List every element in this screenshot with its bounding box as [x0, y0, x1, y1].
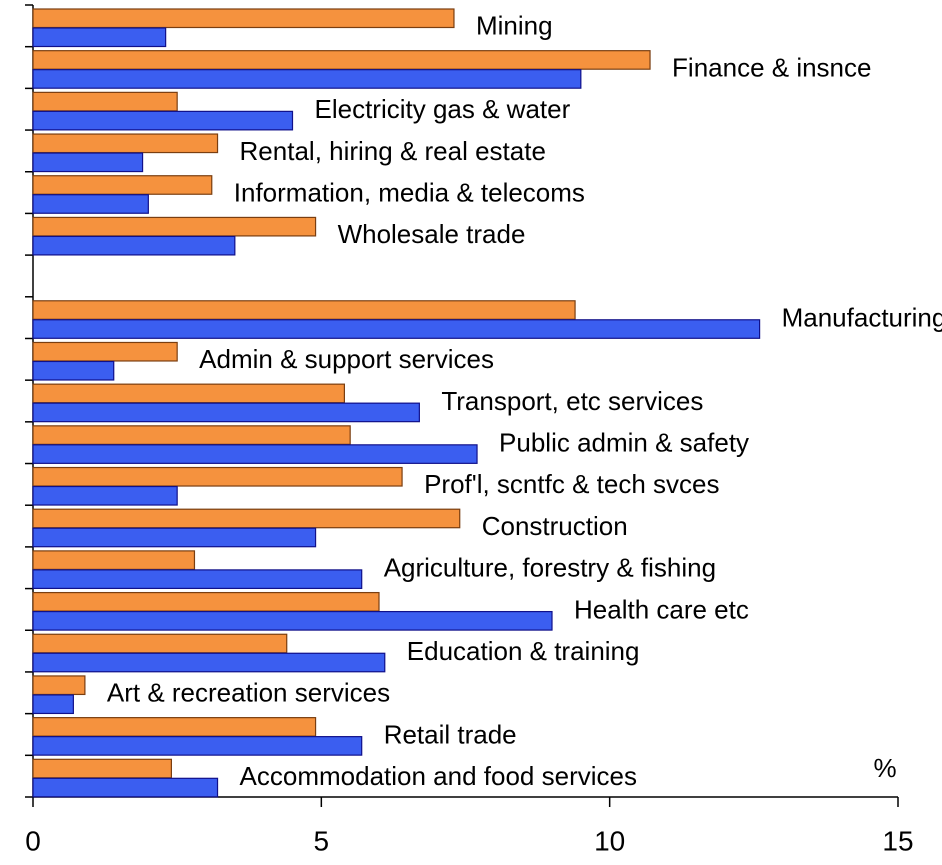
bar [32, 216, 317, 237]
bar [32, 610, 553, 631]
bar [32, 300, 576, 320]
bar [32, 50, 651, 70]
category-label: Art & recreation services [107, 678, 390, 708]
bar [32, 383, 345, 404]
bar [32, 736, 363, 756]
bar [32, 235, 236, 256]
category-label: Accommodation and food services [240, 761, 637, 791]
bar [32, 425, 351, 445]
bar [32, 550, 196, 570]
bar [32, 694, 74, 715]
bar [32, 8, 455, 29]
bar [32, 133, 219, 154]
x-tick-label: 10 [594, 825, 625, 856]
bar [32, 569, 363, 589]
bar [32, 341, 178, 362]
category-label: Agriculture, forestry & fishing [384, 553, 716, 583]
x-tick-label: 15 [882, 825, 913, 856]
bar [32, 444, 478, 464]
bar [32, 69, 582, 89]
bar [32, 508, 461, 529]
bar [32, 402, 420, 423]
bar [32, 91, 178, 112]
bar [32, 466, 403, 487]
bar [32, 675, 86, 696]
x-tick-label: 5 [314, 825, 330, 856]
unit-label: % [873, 753, 896, 783]
bar [32, 758, 172, 779]
category-label: Health care etc [574, 594, 749, 624]
category-label: Information, media & telecoms [234, 177, 585, 207]
category-label: Manufacturing [782, 303, 942, 333]
bar [32, 717, 317, 737]
x-tick-label: 0 [25, 825, 41, 856]
bar [32, 633, 288, 654]
bar [32, 485, 178, 506]
category-label: Wholesale trade [338, 219, 526, 249]
category-label: Retail trade [384, 719, 517, 749]
bar [32, 27, 167, 48]
bar [32, 652, 386, 673]
bar [32, 591, 380, 612]
category-label: Prof'l, scntfc & tech svces [424, 469, 719, 499]
bar [32, 194, 149, 214]
category-label: Public admin & safety [499, 428, 749, 458]
category-label: Finance & insnce [672, 52, 871, 82]
bar [32, 152, 144, 173]
bar [32, 319, 761, 339]
category-label: Construction [482, 511, 628, 541]
bar [32, 777, 219, 798]
category-label: Transport, etc services [441, 386, 703, 416]
category-label: Rental, hiring & real estate [240, 136, 546, 166]
category-label: Electricity gas & water [315, 94, 571, 124]
category-label: Admin & support services [199, 344, 494, 374]
bar [32, 527, 317, 548]
bar [32, 175, 213, 195]
category-label: Mining [476, 11, 553, 41]
bar [32, 110, 294, 131]
bar [32, 360, 115, 381]
category-label: Education & training [407, 636, 640, 666]
